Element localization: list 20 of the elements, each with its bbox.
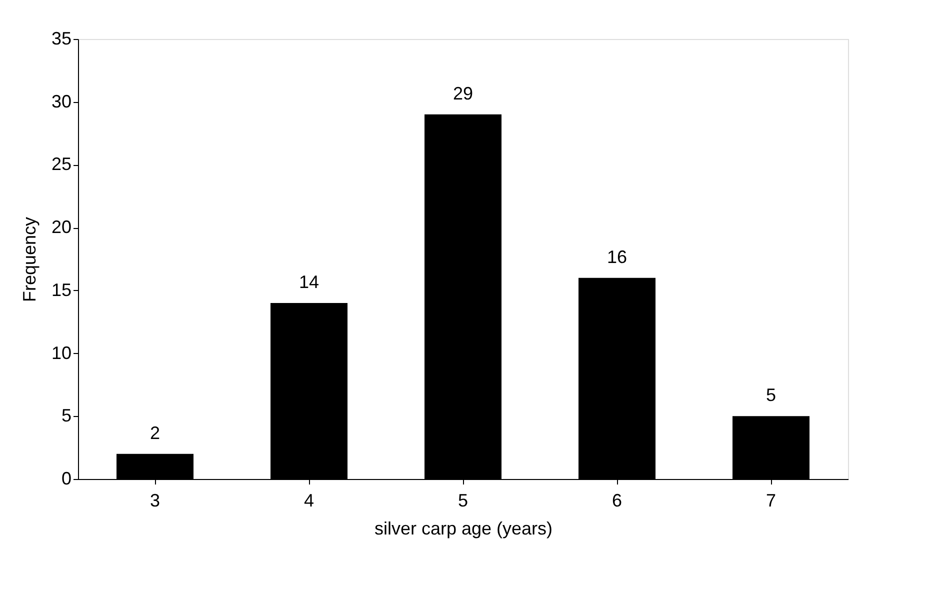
data-label: 29	[452, 83, 474, 104]
data-label: 2	[150, 422, 160, 443]
y-tick-label: 25	[51, 154, 72, 174]
x-axis-title: silver carp age (years)	[374, 518, 553, 538]
y-axis-title: Frequency	[19, 216, 40, 302]
y-tick-label: 10	[51, 342, 72, 363]
data-label: 16	[606, 246, 628, 267]
y-tick-label: 15	[51, 280, 72, 300]
data-label: 5	[766, 385, 776, 406]
x-tick-label: 6	[612, 490, 622, 510]
x-tick-label: 5	[458, 490, 468, 510]
x-tick-label: 4	[304, 490, 314, 510]
y-tick-label: 0	[61, 468, 72, 488]
x-tick-label: 7	[766, 490, 776, 510]
x-tick-label: 3	[150, 490, 160, 510]
data-label: 14	[298, 272, 320, 292]
y-tick-label: 30	[51, 91, 72, 112]
y-tick-label: 35	[51, 28, 72, 48]
y-tick-label: 5	[61, 406, 72, 426]
y-tick-label: 20	[51, 217, 72, 238]
